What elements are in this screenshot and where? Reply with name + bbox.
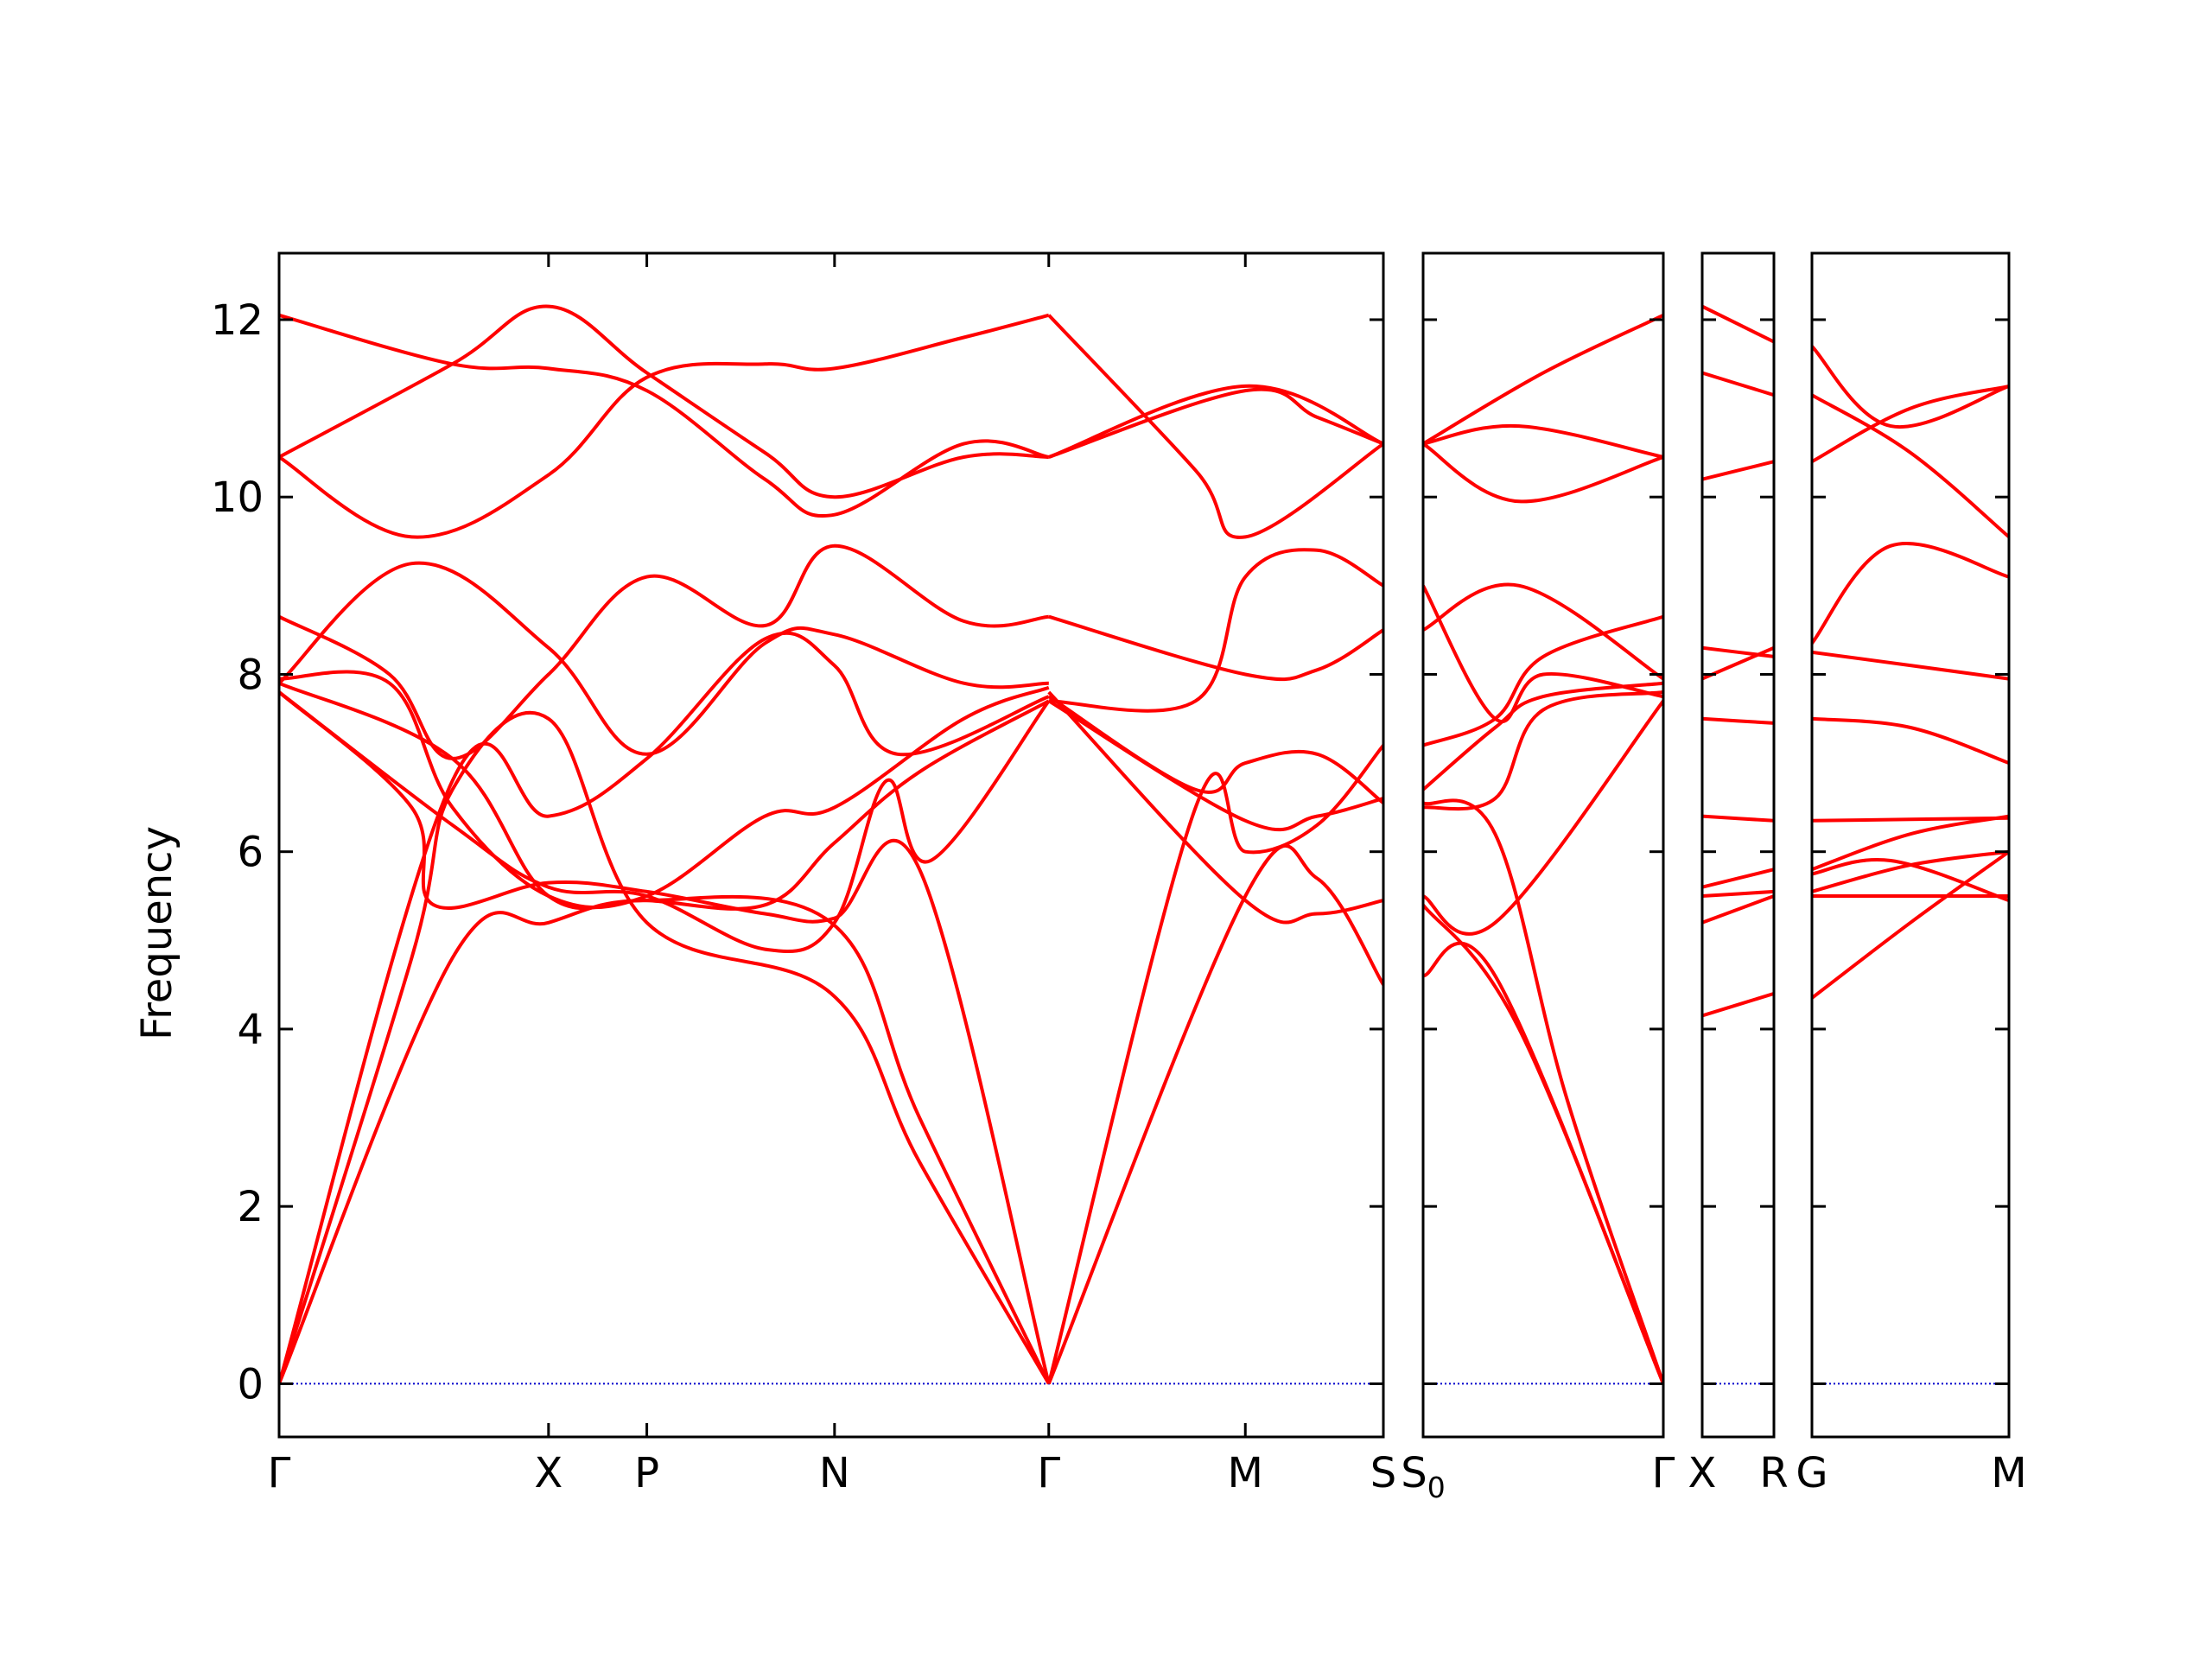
band-line [1812,542,2009,645]
band-line [1702,645,1774,681]
y-tick-label: 0 [237,1360,264,1408]
band-line [1423,614,1663,747]
band-line [1423,681,1663,791]
band-line [1702,814,1774,823]
x-tick-label: Γ [1037,1449,1060,1497]
band-line [1702,645,1774,658]
band-line [1423,313,1663,446]
band-line [1423,584,1663,723]
band-line [1423,690,1663,811]
x-tick-label: N [819,1449,850,1497]
panel-2-bands [1702,304,1774,1385]
y-tick-label: 8 [237,651,264,699]
panel-frame [1810,251,2011,1439]
band-line [1046,744,1383,1384]
x-tick-label: S0 [1401,1449,1445,1504]
x-tick-label: Γ [268,1449,291,1497]
band-line [1702,304,1774,344]
band-line [1048,548,1383,713]
band-line [1702,371,1774,397]
band-line [279,561,1049,756]
x-tick-label: M [1228,1449,1263,1497]
band-line [1812,393,2009,538]
panel-1-bands [1423,313,1663,1385]
band-line [1812,650,2009,681]
band-line [1048,387,1383,459]
y-tick-label: 4 [237,1006,264,1054]
x-tick-label: P [634,1449,659,1497]
panel-frame [277,251,1385,1439]
band-line [279,894,1051,1385]
panel-3-bands [1812,345,2009,1385]
y-axis-label: Frequency [133,826,181,1040]
x-tick-label: R [1759,1449,1788,1497]
x-tick-label: M [1991,1449,2026,1497]
band-line [1812,384,2009,463]
band-line [279,690,1051,1384]
band-line [1423,442,1663,504]
band-line [1047,690,1383,925]
y-tick-label: 2 [237,1183,264,1231]
band-line [1423,699,1663,936]
band-line [279,711,1051,1385]
x-tick-label: S [1370,1449,1396,1497]
band-line [279,631,1050,1384]
band-line [1812,814,2009,872]
band-line [1812,816,2009,823]
panel-0-bands [279,304,1383,1385]
band-line [279,670,1050,910]
x-tick-label: X [534,1449,563,1497]
y-tick-label: 12 [211,296,264,345]
x-tick-label: G [1796,1449,1827,1497]
band-line [1812,716,2009,765]
band-line [1423,904,1663,1385]
band-line [1046,843,1383,1385]
band-line [1702,460,1774,481]
band-line [1047,695,1383,804]
band-line [1812,850,2009,1000]
band-line [279,543,1050,760]
band-line [279,681,1050,911]
band-line [1423,798,1663,1385]
band-line [279,313,1050,518]
band-line [1702,991,1774,1018]
band-line [1702,868,1774,889]
band-line [1423,941,1663,1385]
bands-layer [279,304,2009,1385]
x-tick-label: Γ [1652,1449,1675,1497]
band-line [1047,314,1383,539]
band-line [279,690,1051,954]
band-line [1423,423,1663,459]
band-line [1702,894,1774,925]
band-line [1423,582,1663,681]
y-tick-label: 10 [211,474,264,522]
band-line [1048,384,1383,459]
band-line [1702,889,1774,898]
band-line [1812,857,2009,902]
band-line [1048,614,1383,682]
band-line [279,313,1050,539]
panel-frame [1421,251,1665,1439]
panel-frame [1700,251,1776,1439]
y-tick-label: 6 [237,829,264,877]
band-line [1702,716,1774,725]
x-tick-label: X [1688,1449,1717,1497]
band-line [1812,345,2009,429]
